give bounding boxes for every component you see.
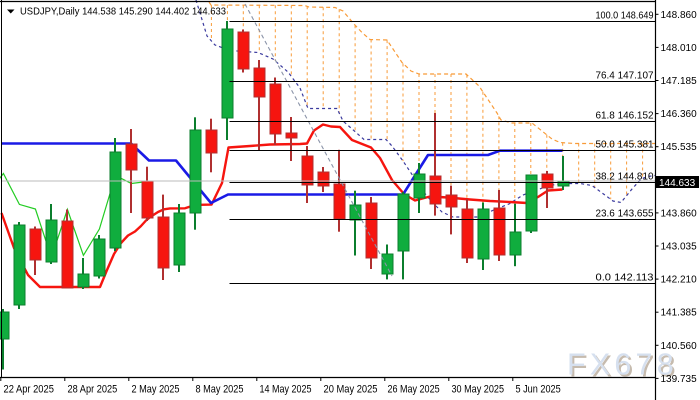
svg-text:23.6 143.655: 23.6 143.655 bbox=[596, 209, 654, 220]
svg-text:30 May 2025: 30 May 2025 bbox=[452, 384, 505, 396]
svg-text:148.860: 148.860 bbox=[661, 10, 698, 21]
svg-text:14 May 2025: 14 May 2025 bbox=[260, 384, 312, 396]
svg-text:0.0 142.113: 0.0 142.113 bbox=[596, 273, 654, 284]
svg-text:148.010: 148.010 bbox=[661, 43, 698, 54]
svg-text:5 Jun 2025: 5 Jun 2025 bbox=[516, 384, 561, 396]
svg-text:28 Apr 2025: 28 Apr 2025 bbox=[68, 384, 118, 396]
svg-text:USDJPY,Daily 144.538 145.290: USDJPY,Daily 144.538 145.290 144.402 144… bbox=[20, 6, 226, 18]
svg-text:141.385: 141.385 bbox=[661, 308, 698, 319]
svg-text:38.2 144.810: 38.2 144.810 bbox=[596, 172, 654, 183]
svg-text:145.535: 145.535 bbox=[661, 142, 698, 153]
svg-text:76.4 147.107: 76.4 147.107 bbox=[596, 71, 654, 82]
svg-text:146.360: 146.360 bbox=[661, 109, 698, 120]
svg-text:50.0 145.381: 50.0 145.381 bbox=[596, 140, 654, 151]
svg-text:143.860: 143.860 bbox=[661, 208, 698, 219]
svg-text:2 May 2025: 2 May 2025 bbox=[132, 384, 180, 396]
svg-text:144.633: 144.633 bbox=[659, 178, 696, 189]
svg-text:147.185: 147.185 bbox=[661, 76, 698, 87]
svg-text:140.560: 140.560 bbox=[661, 341, 698, 352]
svg-text:100.0 148.649: 100.0 148.649 bbox=[596, 11, 654, 22]
svg-text:26 May 2025: 26 May 2025 bbox=[388, 384, 440, 396]
svg-text:8 May 2025: 8 May 2025 bbox=[196, 384, 244, 396]
svg-text:22 Apr 2025: 22 Apr 2025 bbox=[4, 384, 54, 396]
svg-text:143.035: 143.035 bbox=[661, 242, 698, 253]
svg-text:61.8 146.152: 61.8 146.152 bbox=[596, 111, 654, 122]
svg-text:139.735: 139.735 bbox=[661, 374, 698, 385]
svg-text:20 May 2025: 20 May 2025 bbox=[324, 384, 378, 396]
svg-text:142.210: 142.210 bbox=[661, 275, 698, 286]
